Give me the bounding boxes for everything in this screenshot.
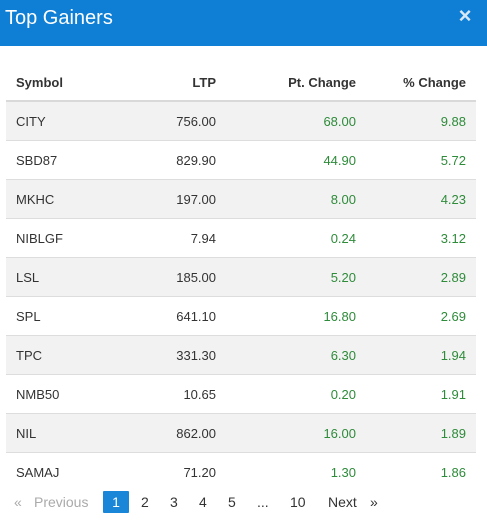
table-row: NIL 862.00 16.00 1.89 bbox=[6, 413, 476, 453]
column-header-pt-change[interactable]: Pt. Change bbox=[226, 64, 366, 102]
table-row: TPC 331.30 6.30 1.94 bbox=[6, 335, 476, 375]
cell-ltp: 10.65 bbox=[116, 374, 226, 414]
cell-pct-change: 1.86 bbox=[366, 452, 476, 491]
cell-symbol: SAMAJ bbox=[6, 452, 116, 491]
cell-ltp: 756.00 bbox=[116, 100, 226, 141]
page-link-4[interactable]: 4 bbox=[199, 494, 207, 510]
cell-pct-change: 1.94 bbox=[366, 335, 476, 375]
table-row: SPL 641.10 16.80 2.69 bbox=[6, 296, 476, 336]
table-row: NIBLGF 7.94 0.24 3.12 bbox=[6, 218, 476, 258]
cell-symbol: TPC bbox=[6, 335, 116, 375]
table-row: SBD87 829.90 44.90 5.72 bbox=[6, 140, 476, 180]
cell-pt-change: 44.90 bbox=[226, 140, 366, 180]
page-link-10[interactable]: 10 bbox=[290, 494, 306, 510]
cell-symbol: CITY bbox=[6, 100, 116, 141]
next-page-link[interactable]: Next bbox=[328, 494, 357, 510]
cell-ltp: 71.20 bbox=[116, 452, 226, 491]
cell-ltp: 197.00 bbox=[116, 179, 226, 219]
last-page-link[interactable]: » bbox=[370, 494, 378, 510]
cell-pt-change: 68.00 bbox=[226, 100, 366, 141]
cell-pct-change: 4.23 bbox=[366, 179, 476, 219]
cell-ltp: 862.00 bbox=[116, 413, 226, 453]
cell-pct-change: 9.88 bbox=[366, 100, 476, 141]
cell-pct-change: 1.89 bbox=[366, 413, 476, 453]
cell-pt-change: 5.20 bbox=[226, 257, 366, 297]
cell-pt-change: 8.00 bbox=[226, 179, 366, 219]
cell-pct-change: 2.89 bbox=[366, 257, 476, 297]
pagination: « Previous 1 2 3 4 5 ... 10 Next » bbox=[10, 491, 480, 513]
page-link-2[interactable]: 2 bbox=[141, 494, 149, 510]
close-icon[interactable]: × bbox=[458, 3, 472, 28]
table-row: NMB50 10.65 0.20 1.91 bbox=[6, 374, 476, 414]
cell-ltp: 829.90 bbox=[116, 140, 226, 180]
page-link-3[interactable]: 3 bbox=[170, 494, 178, 510]
modal-title: Top Gainers bbox=[5, 7, 113, 29]
column-header-symbol[interactable]: Symbol bbox=[6, 64, 116, 102]
modal-header: Top Gainers × bbox=[0, 0, 487, 46]
cell-pt-change: 16.80 bbox=[226, 296, 366, 336]
cell-symbol: SPL bbox=[6, 296, 116, 336]
cell-symbol: NIL bbox=[6, 413, 116, 453]
page-link-1[interactable]: 1 bbox=[103, 491, 129, 513]
cell-pt-change: 6.30 bbox=[226, 335, 366, 375]
table-header-row: Symbol LTP Pt. Change % Change bbox=[6, 64, 476, 102]
cell-pt-change: 16.00 bbox=[226, 413, 366, 453]
cell-ltp: 331.30 bbox=[116, 335, 226, 375]
table-row: MKHC 197.00 8.00 4.23 bbox=[6, 179, 476, 219]
cell-pt-change: 0.20 bbox=[226, 374, 366, 414]
pagination-ellipsis: ... bbox=[257, 494, 269, 510]
cell-pct-change: 1.91 bbox=[366, 374, 476, 414]
first-page-link[interactable]: « bbox=[14, 494, 22, 510]
cell-pct-change: 2.69 bbox=[366, 296, 476, 336]
cell-symbol: SBD87 bbox=[6, 140, 116, 180]
page-link-5[interactable]: 5 bbox=[228, 494, 236, 510]
cell-ltp: 7.94 bbox=[116, 218, 226, 258]
table-row: SAMAJ 71.20 1.30 1.86 bbox=[6, 452, 476, 491]
cell-pt-change: 1.30 bbox=[226, 452, 366, 491]
cell-ltp: 185.00 bbox=[116, 257, 226, 297]
table-row: CITY 756.00 68.00 9.88 bbox=[6, 100, 476, 141]
cell-symbol: LSL bbox=[6, 257, 116, 297]
column-header-pct-change[interactable]: % Change bbox=[366, 64, 476, 102]
cell-symbol: NMB50 bbox=[6, 374, 116, 414]
gainers-table: Symbol LTP Pt. Change % Change CITY 756.… bbox=[6, 64, 476, 491]
column-header-ltp[interactable]: LTP bbox=[116, 64, 226, 102]
cell-symbol: MKHC bbox=[6, 179, 116, 219]
cell-symbol: NIBLGF bbox=[6, 218, 116, 258]
table-row: LSL 185.00 5.20 2.89 bbox=[6, 257, 476, 297]
cell-pct-change: 5.72 bbox=[366, 140, 476, 180]
cell-pt-change: 0.24 bbox=[226, 218, 366, 258]
cell-ltp: 641.10 bbox=[116, 296, 226, 336]
cell-pct-change: 3.12 bbox=[366, 218, 476, 258]
gainers-table-container: Symbol LTP Pt. Change % Change CITY 756.… bbox=[6, 64, 476, 491]
previous-page-link[interactable]: Previous bbox=[34, 494, 89, 510]
